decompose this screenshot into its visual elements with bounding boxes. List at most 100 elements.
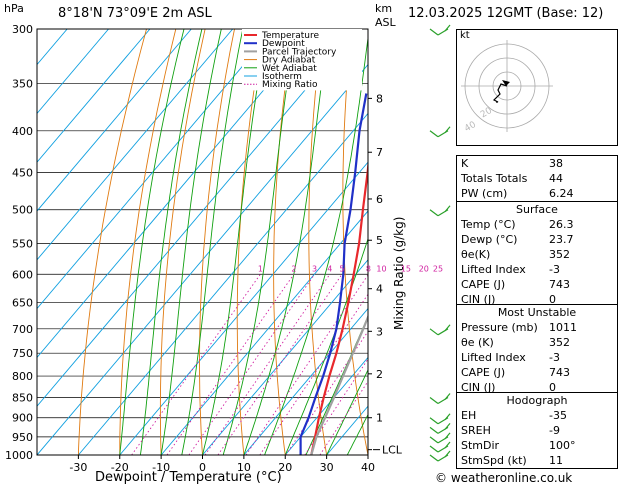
wind-barb — [429, 441, 451, 453]
hodograph-table-panel: Hodograph EH -35 SREH -9 StmDir 100° StmSpd… — [456, 392, 618, 469]
wind-barb — [429, 205, 451, 217]
mixing-ratio-line — [259, 293, 368, 455]
pressure-tick-label: 550 — [12, 237, 33, 250]
mu-row: Lifted Index -3 — [461, 351, 560, 364]
isotherm-line — [37, 29, 358, 407]
surface-row: CAPE (J) 743 — [461, 278, 570, 291]
mixing-ratio-line — [204, 273, 331, 455]
hodo-row: SREH -9 — [461, 424, 560, 437]
wet-adiabat-line — [160, 29, 222, 455]
km-tick-label: 3 — [376, 325, 383, 338]
x-tick-label: 40 — [361, 461, 375, 474]
wind-barb — [429, 413, 451, 425]
pressure-tick-label: 750 — [12, 347, 33, 360]
km-tick-label: 2 — [376, 368, 383, 381]
mixing-ratio-line — [245, 274, 368, 455]
legend-label: Isotherm — [262, 72, 302, 82]
surface-row: CIN (J) 0 — [461, 293, 556, 306]
hodograph-table-title: Hodograph — [506, 394, 568, 407]
hpa-axis-label: hPa — [4, 2, 24, 15]
wet-adiabat-line — [202, 29, 268, 455]
mixing-ratio-label: 20 — [419, 264, 429, 273]
hodo-row: EH -35 — [461, 409, 567, 422]
wet-adiabat-line — [243, 29, 330, 455]
pressure-tick-label: 400 — [12, 125, 33, 138]
hodo-row: StmSpd (kt) 11 — [461, 454, 563, 467]
pressure-tick-label: 950 — [12, 431, 33, 444]
most-unstable-panel: Most Unstable Pressure (mb) 1011 θe (K) 35… — [456, 304, 618, 396]
pressure-tick-label: 800 — [12, 370, 33, 383]
legend-label: Wet Adiabat — [262, 64, 317, 74]
mu-row: CAPE (J) 743 — [461, 366, 570, 379]
km-tick-label: 5 — [376, 234, 383, 247]
isotherm-line — [243, 307, 368, 455]
dry-adiabat-line — [77, 29, 147, 455]
legend-label: Parcel Trajectory — [262, 47, 337, 57]
wind-barb — [429, 393, 451, 405]
isotherm-line — [119, 161, 368, 455]
hodo-row: StmDir 100° — [461, 439, 576, 452]
mixing-ratio-label: 2 — [291, 264, 296, 273]
x-tick-label: 30 — [320, 461, 334, 474]
isotherm-line — [202, 259, 368, 455]
hodograph-panel: kt 40 20 — [456, 29, 618, 146]
wind-barb — [429, 432, 451, 444]
km-tick-label: 1 — [376, 412, 383, 425]
dewpoint-profile — [299, 93, 368, 455]
pressure-tick-label: 500 — [12, 204, 33, 217]
parcel-trajectory-profile — [310, 314, 368, 455]
mu-row: CIN (J) 0 — [461, 381, 556, 394]
indices-panel: K 38 Totals Totals 44 PW (cm) 6.24 — [456, 155, 618, 202]
pressure-tick-label: 600 — [12, 268, 33, 281]
km-tick-label: 8 — [376, 92, 383, 105]
isotherm-line — [37, 29, 234, 261]
dry-adiabat-line — [342, 29, 368, 455]
mixing-ratio-line — [217, 274, 343, 455]
pressure-tick-label: 850 — [12, 391, 33, 404]
mixing-ratio-axis-title: Mixing Ratio (g/kg) — [392, 216, 406, 330]
wind-barb — [429, 24, 451, 36]
index-row-k: K 38 — [461, 157, 563, 170]
storm-motion-marker — [502, 80, 510, 86]
mixing-ratio-line — [166, 273, 295, 455]
surface-row: Dewp (°C) 23.7 — [461, 233, 574, 246]
x-tick-label: -10 — [152, 461, 170, 474]
pressure-tick-label: 1000 — [5, 449, 33, 462]
wet-adiabat-line — [284, 237, 368, 455]
km-tick-label: LCL — [382, 444, 403, 457]
mixing-ratio-label: 4 — [327, 264, 332, 273]
mu-row: Pressure (mb) 1011 — [461, 321, 577, 334]
dry-adiabat-line — [236, 29, 265, 455]
isotherm-line — [284, 356, 368, 455]
legend-label: Dry Adiabat — [262, 56, 316, 66]
isotherm-line — [37, 29, 68, 66]
legend-label: Dewpoint — [262, 39, 305, 49]
km-tick-label: 7 — [376, 146, 383, 159]
surface-row: Temp (°C) 26.3 — [461, 218, 574, 231]
mixing-ratio-label: 5 — [339, 264, 344, 273]
mixing-ratio-line — [188, 273, 315, 455]
hodograph-ring-label-20: 20 — [479, 106, 494, 121]
wind-barb — [429, 324, 451, 336]
x-tick-label: 0 — [199, 461, 206, 474]
surface-panel: Surface Temp (°C) 26.3 Dewp (°C) 23.7 θe(K… — [456, 201, 618, 308]
hodograph-trace — [492, 83, 508, 103]
km-tick-label: 6 — [376, 193, 383, 206]
wind-barb — [429, 126, 451, 138]
wet-adiabat-line — [181, 29, 244, 455]
index-row-totals: Totals Totals 44 — [461, 172, 563, 185]
surface-title: Surface — [516, 203, 558, 216]
isotherm-line — [160, 210, 368, 455]
pressure-tick-label: 900 — [12, 412, 33, 425]
dry-adiabat-line — [159, 29, 206, 455]
dry-adiabat-line — [408, 29, 451, 455]
dry-adiabat-line — [119, 29, 177, 455]
isotherm-line — [78, 112, 368, 455]
pressure-tick-label: 350 — [12, 78, 33, 91]
km-axis-label: km — [375, 2, 393, 15]
x-tick-label: 10 — [237, 461, 251, 474]
temperature-profile — [310, 157, 368, 455]
pressure-tick-label: 650 — [12, 297, 33, 310]
